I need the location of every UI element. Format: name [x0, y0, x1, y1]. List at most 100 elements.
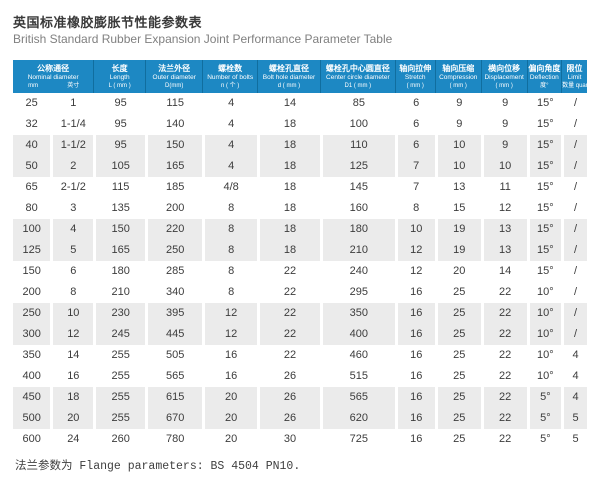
table-header-cell: 螺栓数 Number of bolts n ( 个 ) — [202, 60, 257, 93]
table-cell: 4 — [561, 366, 587, 387]
table-cell: 95 — [93, 93, 145, 114]
table-cell: 160 — [320, 198, 395, 219]
table-cell: 16 — [394, 324, 435, 345]
table-cell: 15° — [526, 114, 561, 135]
table-cell: 5° — [526, 387, 562, 408]
table-cell: 10° — [526, 303, 562, 324]
table-cell: 185 — [145, 177, 202, 198]
table-cell: 125 — [320, 156, 395, 177]
table-cell: 255 — [93, 366, 145, 387]
table-cell: 25 — [434, 387, 481, 408]
table-cell: 725 — [320, 429, 395, 450]
table-cell: 18 — [256, 219, 321, 240]
table-cell: / — [561, 324, 587, 345]
table-cell: 15° — [526, 93, 561, 114]
table-cell: 115 — [93, 177, 145, 198]
table-cell: 150 — [93, 219, 145, 240]
table-cell: 5° — [526, 408, 562, 429]
table-cell: 18 — [256, 135, 321, 156]
table-cell: 8 — [202, 219, 257, 240]
table-cell: 15° — [526, 177, 561, 198]
table-cell: 15° — [526, 135, 562, 156]
table-cell: / — [561, 240, 587, 261]
table-cell: 260 — [93, 429, 145, 450]
table-cell: 32 — [25, 118, 38, 130]
table-cell: 22 — [480, 408, 527, 429]
table-cell: 400 — [320, 324, 395, 345]
table-cell: 450 — [13, 387, 51, 408]
table-cell: 40 — [13, 135, 51, 156]
table-cell: 300 — [13, 324, 51, 345]
table-cell: 12 — [50, 324, 94, 345]
table-cell: 12 — [202, 324, 257, 345]
table-cell: 6 — [394, 135, 435, 156]
table-cell: 22 — [480, 303, 527, 324]
table-cell: 110 — [320, 135, 395, 156]
table-body: 25 1 95 115 4 14 85 6 9 9 15°/32 1-1/4 95 140 4 18 100 6 9… — [13, 93, 587, 450]
table-header-cell: 轴向拉伸 Stretch( mm ) — [394, 60, 435, 93]
table-cell: 165 — [145, 156, 203, 177]
table-cell: 10 — [480, 156, 527, 177]
table-cell: 18 — [256, 240, 321, 261]
table-cell: 9 — [434, 93, 481, 114]
table-cell: 16 — [202, 366, 257, 387]
table-cell: 30 — [256, 429, 320, 450]
table-cell: 18 — [256, 177, 320, 198]
table-cell: 255 — [93, 387, 145, 408]
table-header: 公称通径 Nominal diameter mm 英寸 长度 Length L ( mm )… — [13, 60, 597, 93]
table-cell: 50 — [13, 156, 51, 177]
table-cell: 18 — [256, 198, 320, 219]
table-cell: 5° — [526, 429, 561, 450]
table-cell: 95 — [93, 114, 145, 135]
table-header-row: 公称通径 Nominal diameter mm 英寸 长度 Length L ( mm )… — [13, 60, 597, 93]
table-cell: 22 — [256, 324, 321, 345]
table-cell: 670 — [145, 408, 203, 429]
table-cell: 22 — [480, 429, 527, 450]
table-cell: 250 — [145, 240, 203, 261]
table-cell: 19 — [434, 219, 481, 240]
table-cell: 5 — [50, 240, 94, 261]
table-row: 500 20 255 670 20 26 620 16 25 22 5° 5 — [13, 408, 587, 429]
table-cell: 12 — [394, 261, 435, 282]
table-cell: / — [561, 156, 587, 177]
table-cell: 12 — [480, 198, 527, 219]
table-row: 65 2-1/2 115 185 4/8 18 145 7 13 11 15° / — [13, 177, 587, 198]
table-cell: 22 — [256, 261, 320, 282]
table-cell: 6 — [50, 261, 93, 282]
table-cell: 295 — [320, 282, 395, 303]
table-cell: 13 — [480, 240, 527, 261]
table-row: 125 5 165 250 8 18 210 12 19 13 15° / — [13, 240, 587, 261]
table-cell: 245 — [93, 324, 145, 345]
table-cell: 230 — [93, 303, 145, 324]
table-row: 350 14 255 505 16 22 460 16 25 22 10° 4 — [13, 345, 587, 366]
table-cell: 10° — [526, 324, 562, 345]
table-cell: 5 — [561, 408, 587, 429]
table-cell: 22 — [480, 282, 527, 303]
table-row: 450 18 255 615 20 26 565 16 25 22 5° 4 — [13, 387, 587, 408]
table-row: 150 6 180 285 8 22 240 12 20 14 15° / — [13, 261, 587, 282]
table-cell: 26 — [256, 366, 320, 387]
table-cell: 22 — [480, 366, 527, 387]
table-cell: 4/8 — [202, 177, 257, 198]
table-cell: 105 — [93, 156, 145, 177]
parameter-table: 公称通径 Nominal diameter mm 英寸 长度 Length L ( mm )… — [13, 60, 597, 450]
table-cell: 10 — [434, 156, 481, 177]
table-cell: / — [561, 219, 587, 240]
table-cell: 500 — [13, 408, 51, 429]
table-row: 300 12 245 445 12 22 400 16 25 22 10° / — [13, 324, 587, 345]
table-cell: 25 — [25, 97, 38, 109]
footer-note: 法兰参数为 Flange parameters: BS 4504 PN10. — [15, 460, 301, 473]
table-row: 40 1-1/2 95 150 4 18 110 6 10 9 15° / — [13, 135, 587, 156]
table-header-cell: 法兰外径 Outer diameter D(mm) — [145, 60, 203, 93]
table-cell: 115 — [145, 93, 202, 114]
table-cell: 4 — [202, 93, 257, 114]
table-cell: 10 — [50, 303, 94, 324]
table-cell: 22 — [480, 324, 527, 345]
table-cell: 16 — [394, 408, 435, 429]
table-cell: 145 — [320, 177, 395, 198]
table-cell: 2-1/2 — [50, 177, 93, 198]
table-cell: 8 — [202, 240, 257, 261]
table-cell: 13 — [434, 177, 481, 198]
table-cell: 16 — [394, 303, 435, 324]
table-cell: 8 — [394, 198, 435, 219]
